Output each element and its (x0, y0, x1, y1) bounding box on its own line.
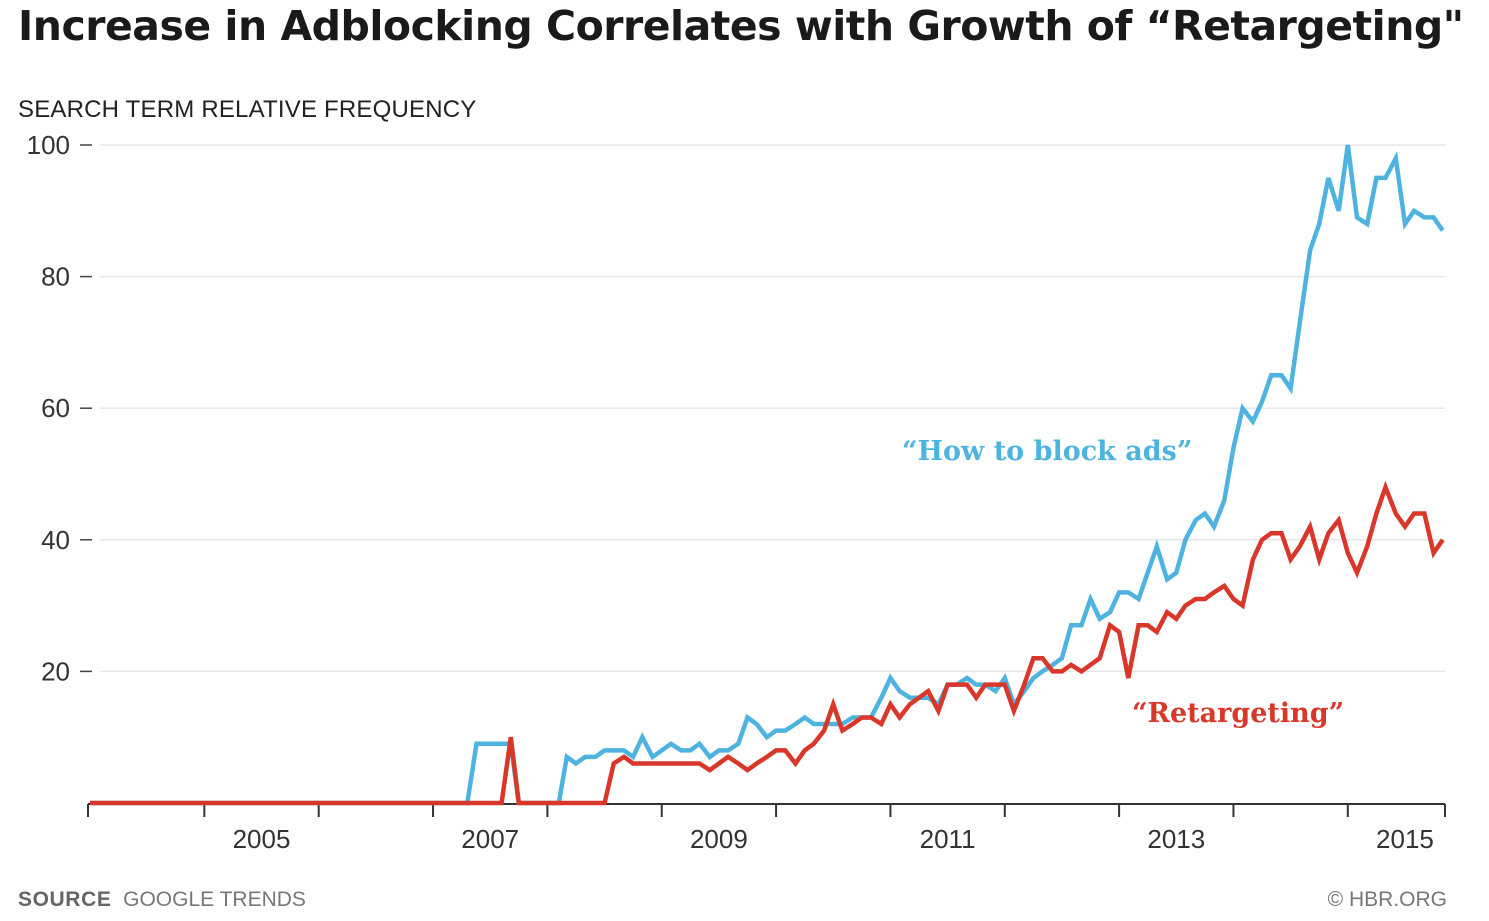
x-tick-label: 2015 (1376, 824, 1434, 854)
y-tick-label: 80 (41, 262, 70, 292)
series-label-retargeting: “Retargeting” (1132, 698, 1344, 729)
series-line-how-to-block-ads (90, 144, 1445, 806)
y-tick-label: 100 (27, 130, 70, 160)
chart-title: Increase in Adblocking Correlates with G… (18, 2, 1464, 50)
x-tick-label: 2011 (920, 824, 976, 854)
x-tick-label: 2009 (690, 824, 748, 854)
y-tick-label: 20 (41, 656, 70, 686)
x-tick-label: 2005 (233, 824, 291, 854)
source-note: SOURCE GOOGLE TRENDS (18, 888, 306, 912)
y-tick-label: 40 (41, 525, 70, 555)
source-value: GOOGLE TRENDS (123, 888, 306, 911)
y-tick-label: 60 (41, 393, 70, 423)
y-axis-label: SEARCH TERM RELATIVE FREQUENCY (18, 96, 477, 123)
x-tick-label: 2007 (461, 824, 519, 854)
series-label-how-to-block-ads: “How to block ads” (902, 436, 1192, 467)
credit-note: © HBR.ORG (1327, 888, 1447, 911)
source-label: SOURCE (18, 888, 112, 911)
x-tick-label: 2013 (1147, 824, 1205, 854)
series-line-retargeting (90, 480, 1445, 806)
